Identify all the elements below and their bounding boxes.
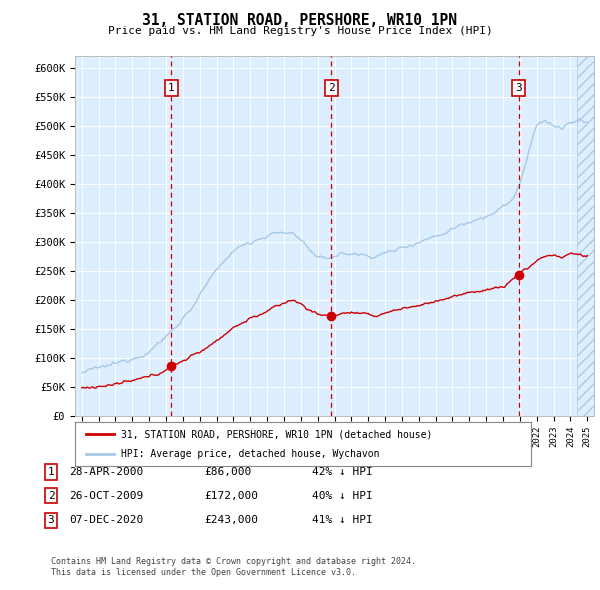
Text: 1: 1	[47, 467, 55, 477]
Text: 42% ↓ HPI: 42% ↓ HPI	[312, 467, 373, 477]
Text: 40% ↓ HPI: 40% ↓ HPI	[312, 491, 373, 500]
Text: 2: 2	[328, 83, 335, 93]
Text: 31, STATION ROAD, PERSHORE, WR10 1PN (detached house): 31, STATION ROAD, PERSHORE, WR10 1PN (de…	[121, 430, 432, 439]
Text: 07-DEC-2020: 07-DEC-2020	[69, 516, 143, 525]
Text: This data is licensed under the Open Government Licence v3.0.: This data is licensed under the Open Gov…	[51, 568, 356, 577]
Text: 31, STATION ROAD, PERSHORE, WR10 1PN: 31, STATION ROAD, PERSHORE, WR10 1PN	[143, 13, 458, 28]
Bar	[577, 56, 594, 416]
Text: 3: 3	[47, 516, 55, 525]
Text: £86,000: £86,000	[204, 467, 251, 477]
Text: 3: 3	[515, 83, 522, 93]
Text: Price paid vs. HM Land Registry's House Price Index (HPI): Price paid vs. HM Land Registry's House …	[107, 26, 493, 36]
Text: HPI: Average price, detached house, Wychavon: HPI: Average price, detached house, Wych…	[121, 449, 379, 458]
Text: 41% ↓ HPI: 41% ↓ HPI	[312, 516, 373, 525]
Text: 2: 2	[47, 491, 55, 500]
Text: £243,000: £243,000	[204, 516, 258, 525]
Text: 26-OCT-2009: 26-OCT-2009	[69, 491, 143, 500]
Text: 28-APR-2000: 28-APR-2000	[69, 467, 143, 477]
Text: Contains HM Land Registry data © Crown copyright and database right 2024.: Contains HM Land Registry data © Crown c…	[51, 558, 416, 566]
Text: 1: 1	[168, 83, 175, 93]
Text: £172,000: £172,000	[204, 491, 258, 500]
